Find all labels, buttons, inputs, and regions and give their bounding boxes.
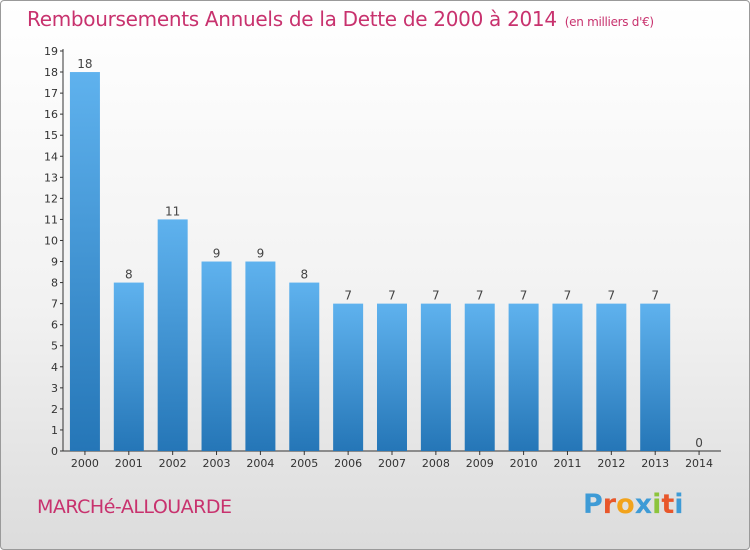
data-label: 7 [651, 289, 659, 303]
bar [113, 282, 144, 451]
bar [333, 303, 364, 451]
y-tick-label: 13 [44, 171, 58, 184]
x-tick-label: 2014 [685, 457, 713, 470]
y-tick-label: 9 [51, 256, 58, 269]
bar [69, 72, 100, 451]
data-label: 7 [388, 289, 396, 303]
y-tick-label: 7 [51, 298, 58, 311]
data-label: 0 [695, 436, 703, 450]
data-label: 9 [257, 247, 265, 261]
x-tick-label: 2004 [246, 457, 274, 470]
y-tick-label: 3 [51, 382, 58, 395]
y-tick-label: 18 [44, 66, 58, 79]
bar [157, 219, 188, 451]
bar [464, 303, 495, 451]
bars [69, 72, 671, 451]
data-label: 9 [213, 247, 221, 261]
chart-title: Remboursements Annuels de la Dette de 20… [27, 7, 654, 31]
title-unit: (en milliers d'€) [564, 15, 654, 29]
brand-logo: Proxiti [583, 489, 684, 520]
bar [508, 303, 539, 451]
x-tick-label: 2006 [334, 457, 362, 470]
data-label: 7 [564, 289, 572, 303]
data-labels: 18 8 11 9 9 8 7 7 7 7 7 7 7 7 0 [77, 57, 703, 450]
x-tick-label: 2000 [71, 457, 99, 470]
y-tick-label: 0 [51, 445, 58, 458]
y-tick-label: 11 [44, 213, 58, 226]
y-tick-label: 16 [44, 108, 58, 121]
y-tick-label: 1 [51, 424, 58, 437]
y-tick-label: 15 [44, 129, 58, 142]
x-tick-label: 2005 [290, 457, 318, 470]
data-label: 11 [165, 204, 180, 218]
y-tick-label: 17 [44, 87, 58, 100]
bar [377, 303, 407, 451]
bar [201, 261, 232, 451]
data-label: 18 [77, 57, 92, 71]
y-tick-label: 12 [44, 192, 58, 205]
x-tick-label: 2001 [115, 457, 143, 470]
bar [289, 282, 320, 451]
y-tick-label: 8 [51, 277, 58, 290]
commune-name: MARCHé-ALLOUARDE [37, 496, 232, 518]
bar [552, 303, 583, 451]
data-label: 7 [520, 289, 528, 303]
x-tick-label: 2010 [510, 457, 538, 470]
brand-letter: i [674, 489, 684, 520]
x-tick-label: 2011 [553, 457, 581, 470]
x-tick-label: 2013 [641, 457, 669, 470]
y-tick-label: 2 [51, 403, 58, 416]
x-tick-label: 2002 [159, 457, 187, 470]
data-label: 8 [125, 268, 133, 282]
brand-letter: i [652, 489, 662, 520]
y-tick-label: 10 [44, 234, 58, 247]
bar [640, 303, 671, 451]
y-tick-label: 19 [44, 45, 58, 58]
brand-letter: x [634, 489, 653, 520]
y-tick-label: 14 [44, 150, 58, 163]
x-tick-label: 2008 [422, 457, 450, 470]
bar [596, 303, 627, 451]
brand-letter: o [616, 489, 635, 520]
data-label: 8 [300, 268, 308, 282]
bar [245, 261, 276, 451]
y-tick-label: 5 [51, 340, 58, 353]
title-text: Remboursements Annuels de la Dette de 20… [27, 7, 557, 31]
data-label: 7 [344, 289, 352, 303]
x-tick-label: 2009 [466, 457, 494, 470]
data-label: 7 [476, 289, 484, 303]
y-tick-label: 6 [51, 319, 58, 332]
x-tick-label: 2003 [203, 457, 231, 470]
data-label: 7 [608, 289, 616, 303]
x-tick-label: 2012 [597, 457, 625, 470]
data-label: 7 [432, 289, 440, 303]
bar [420, 303, 451, 451]
brand-letter: t [661, 489, 675, 520]
x-tick-label: 2007 [378, 457, 406, 470]
brand-letter: P [583, 489, 603, 520]
y-tick-label: 4 [51, 361, 58, 374]
brand-letter: r [602, 489, 617, 520]
